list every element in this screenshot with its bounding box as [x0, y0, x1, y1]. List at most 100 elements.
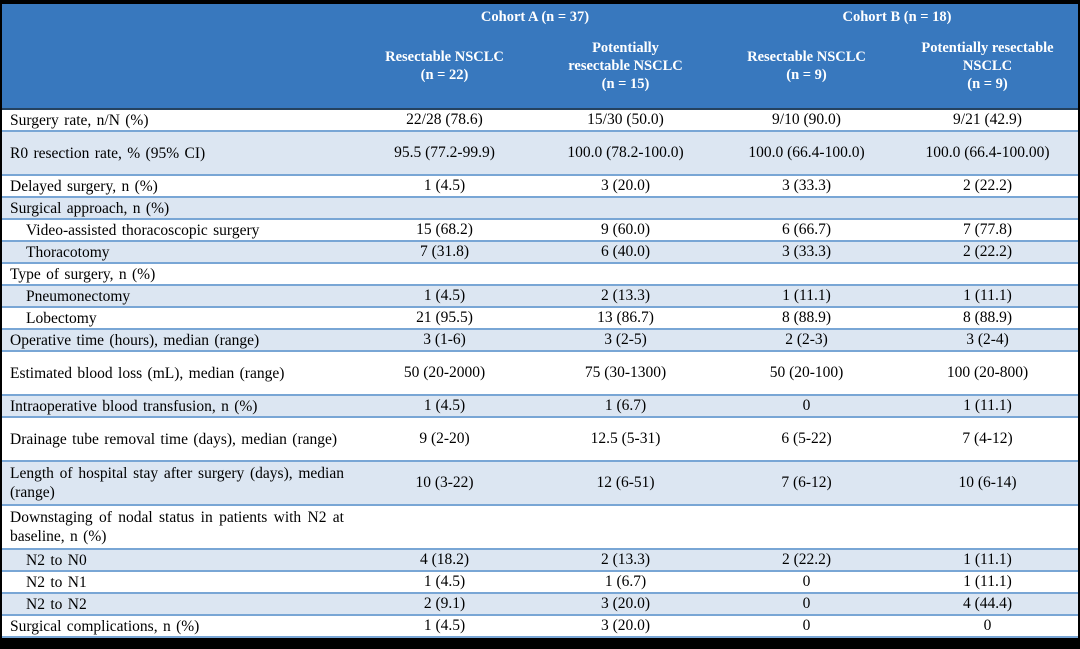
cell-value: 4 (44.4) — [962, 595, 1013, 612]
cell-value: 2 (22.2) — [962, 177, 1013, 194]
row-label: N2 to N0 — [26, 551, 87, 569]
cell-value — [897, 198, 1078, 218]
cell-value: 2 (22.2) — [962, 243, 1013, 260]
cell-value: 3 (2-4) — [966, 331, 1009, 348]
row-label: Estimated blood loss (mL), median (range… — [10, 364, 285, 382]
table-row: Estimated blood loss (mL), median (range… — [2, 352, 1078, 396]
column-header: Potentially resectable NSCLC (n = 15) — [568, 40, 683, 92]
cell-value: 0 — [802, 573, 811, 590]
cell-value — [716, 506, 897, 548]
cell-value — [535, 506, 716, 548]
cell-value: 1 (4.5) — [423, 177, 466, 194]
cell-value: 9 (2-20) — [419, 430, 470, 447]
outcomes-table: Cohort A (n = 37) Cohort B (n = 18) Rese… — [2, 4, 1078, 638]
cell-value: 2 (22.2) — [781, 551, 832, 568]
subheader-spacer — [2, 30, 354, 108]
cell-value: 7 (6-12) — [781, 474, 832, 491]
cell-value: 7 (77.8) — [962, 221, 1013, 238]
table-row: Video-assisted thoracoscopic surgery 15 (… — [2, 220, 1078, 242]
cell-value: 0 — [802, 617, 811, 634]
cell-value: 3 (1-6) — [423, 331, 466, 348]
cell-value: 10 (3-22) — [415, 474, 474, 491]
cell-value: 4 (18.2) — [419, 551, 470, 568]
cell-value: 9 (60.0) — [600, 221, 651, 238]
cell-value: 22/28 (78.6) — [406, 111, 483, 128]
cell-value: 1 (4.5) — [423, 397, 466, 414]
cell-value: 9/10 (90.0) — [772, 111, 841, 128]
row-label: Intraoperative blood transfusion, n (%) — [10, 397, 258, 415]
cell-value — [897, 264, 1078, 284]
table-row: Thoracotomy 7 (31.8) 6 (40.0) 3 (33.3) 2 (22… — [2, 242, 1078, 264]
cell-value: 100.0 (78.2-100.0) — [567, 144, 684, 161]
cell-value — [535, 198, 716, 218]
cell-value: 95.5 (77.2-99.9) — [394, 144, 495, 161]
cell-value: 1 (11.1) — [782, 287, 831, 304]
cell-value: 0 — [802, 595, 811, 612]
cell-value: 9/21 (42.9) — [953, 111, 1022, 128]
cell-value: 10 (6-14) — [958, 474, 1017, 491]
table-row: Surgery rate, n/N (%) 22/28 (78.6) 15/30 (… — [2, 110, 1078, 132]
cell-value: 1 (11.1) — [963, 287, 1012, 304]
subheader-row: Resectable NSCLC (n = 22) Potentially resec… — [2, 30, 1078, 108]
table-row: Downstaging of nodal status in patients … — [2, 506, 1078, 550]
cell-value — [716, 264, 897, 284]
table-row: N2 to N2 2 (9.1) 3 (20.0) 0 4 (44.4) — [2, 594, 1078, 616]
cell-value: 0 — [802, 397, 811, 414]
row-label: Type of surgery, n (%) — [10, 265, 156, 283]
row-label: Surgery rate, n/N (%) — [10, 111, 149, 129]
table-row: Surgical complications, n (%) 1 (4.5) 3 (2… — [2, 616, 1078, 638]
table-row: Surgical approach, n (%) — [2, 198, 1078, 220]
cohort-a-header: Cohort A (n = 37) — [480, 8, 590, 25]
cell-value: 3 (33.3) — [781, 243, 832, 260]
row-label: Pneumonectomy — [26, 287, 131, 305]
table-row: Delayed surgery, n (%) 1 (4.5) 3 (20.0) 3 (… — [2, 176, 1078, 198]
cohort-header-row: Cohort A (n = 37) Cohort B (n = 18) — [2, 4, 1078, 30]
row-label: N2 to N1 — [26, 573, 87, 591]
table-row: Operative time (hours), median (range) 3 … — [2, 330, 1078, 352]
cell-value: 0 — [983, 617, 992, 634]
column-header: Resectable NSCLC (n = 9) — [747, 49, 866, 83]
cell-value: 3 (20.0) — [600, 595, 651, 612]
table-row: R0 resection rate, % (95% CI) 95.5 (77.2-… — [2, 132, 1078, 176]
cell-value: 2 (13.3) — [600, 287, 651, 304]
cohort-b-header: Cohort B (n = 18) — [842, 8, 952, 25]
table-row: Pneumonectomy 1 (4.5) 2 (13.3) 1 (11.1) 1 (1… — [2, 286, 1078, 308]
column-header: Resectable NSCLC (n = 22) — [385, 49, 504, 83]
cell-value: 1 (6.7) — [604, 573, 647, 590]
cell-value: 6 (66.7) — [781, 221, 832, 238]
cell-value: 21 (95.5) — [416, 309, 473, 326]
row-label: Surgical complications, n (%) — [10, 617, 200, 635]
column-header: Potentially resectable NSCLC (n = 9) — [921, 40, 1054, 92]
subheader-cells: Resectable NSCLC (n = 22) Potentially resec… — [354, 30, 1078, 108]
cell-value: 1 (11.1) — [963, 573, 1012, 590]
cell-value: 15 (68.2) — [416, 221, 473, 238]
row-label: Downstaging of nodal status in patients … — [10, 509, 344, 545]
cell-value: 3 (33.3) — [781, 177, 832, 194]
table-header: Cohort A (n = 37) Cohort B (n = 18) Rese… — [2, 4, 1078, 110]
cell-value: 1 (11.1) — [963, 551, 1012, 568]
cell-value: 2 (2-3) — [785, 331, 828, 348]
cell-value: 8 (88.9) — [781, 309, 832, 326]
table-body: Surgery rate, n/N (%) 22/28 (78.6) 15/30 (… — [2, 110, 1078, 638]
cell-value: 50 (20-2000) — [403, 364, 486, 381]
row-label: Thoracotomy — [26, 243, 110, 261]
table-row: N2 to N0 4 (18.2) 2 (13.3) 2 (22.2) 1 (11.1) — [2, 550, 1078, 572]
cell-value: 100.0 (66.4-100.0) — [748, 144, 865, 161]
row-label: Drainage tube removal time (days), media… — [10, 430, 338, 448]
cell-value: 12 (6-51) — [596, 474, 655, 491]
row-label: Video-assisted thoracoscopic surgery — [26, 221, 260, 239]
row-label: Operative time (hours), median (range) — [10, 331, 260, 349]
table-row: Intraoperative blood transfusion, n (%) 1… — [2, 396, 1078, 418]
cell-value: 7 (31.8) — [419, 243, 470, 260]
table-row: N2 to N1 1 (4.5) 1 (6.7) 0 1 (11.1) — [2, 572, 1078, 594]
row-label: Surgical approach, n (%) — [10, 199, 170, 217]
cell-value: 7 (4-12) — [962, 430, 1013, 447]
cell-value: 2 (13.3) — [600, 551, 651, 568]
cell-value — [354, 198, 535, 218]
row-label: N2 to N2 — [26, 595, 87, 613]
cell-value: 100.0 (66.4-100.00) — [925, 144, 1050, 161]
cell-value: 3 (20.0) — [600, 177, 651, 194]
cell-value: 12.5 (5-31) — [590, 430, 661, 447]
cell-value: 1 (6.7) — [604, 397, 647, 414]
cell-value: 50 (20-100) — [769, 364, 844, 381]
